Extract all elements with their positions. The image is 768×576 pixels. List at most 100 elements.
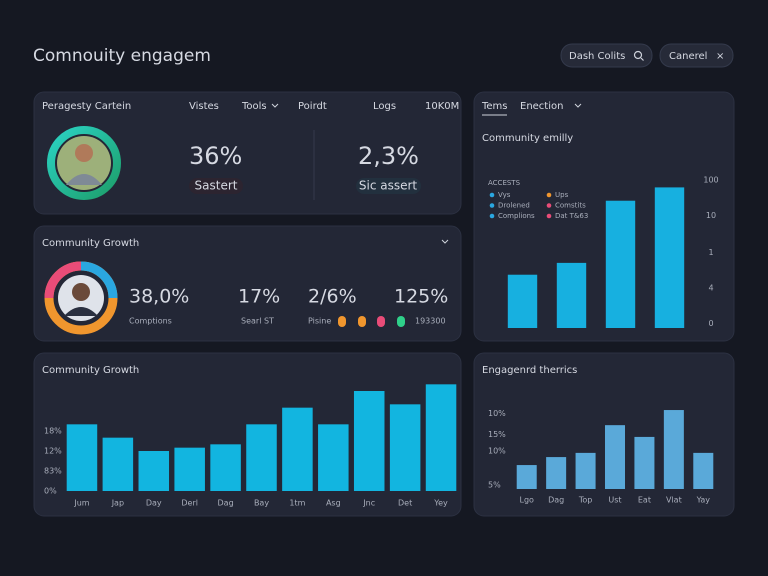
growth-card <box>33 225 462 342</box>
donut <box>44 261 82 299</box>
legend-marker <box>546 213 552 219</box>
legend-marker <box>546 192 552 198</box>
x-tick-label: Eat <box>638 496 651 505</box>
stat-label: 193300 <box>415 317 446 326</box>
bar <box>556 262 587 328</box>
bar <box>318 424 349 491</box>
chart-title: Community Growth <box>42 365 139 376</box>
y-tick-label: 0% <box>44 487 57 496</box>
chevron[interactable] <box>574 103 582 108</box>
x-tick-label: 1tm <box>289 499 305 508</box>
y-tick-label: 18% <box>44 427 62 436</box>
legend-marker <box>489 203 495 208</box>
avatar <box>75 144 93 162</box>
avatar-ring <box>47 126 121 200</box>
x-tick-label: Dag <box>218 499 234 508</box>
search-icon[interactable] <box>633 50 643 60</box>
legend-label: Complions <box>498 212 535 220</box>
y-tick-label: 4 <box>708 284 713 293</box>
bar <box>210 444 241 491</box>
x-tick-label: Jnc <box>362 499 375 508</box>
y-tick-label: 0 <box>708 319 713 328</box>
legend-marker <box>489 213 495 219</box>
x-tick-label: Day <box>146 499 162 508</box>
close-icon[interactable]: × <box>716 51 724 62</box>
y-tick-label: 1 <box>708 248 713 257</box>
chevron[interactable] <box>441 239 449 244</box>
legend-label: Vys <box>498 191 511 199</box>
legend-marker <box>546 203 552 208</box>
bar <box>102 437 134 491</box>
bar <box>246 424 277 491</box>
pill <box>189 178 243 194</box>
bar <box>605 200 636 328</box>
x-tick-label: Ust <box>608 496 621 505</box>
pill <box>356 178 421 194</box>
tab[interactable]: Enection <box>520 101 563 112</box>
tab[interactable]: 10K0M <box>425 101 459 112</box>
tab[interactable]: Tools <box>241 101 267 112</box>
avatar <box>72 283 90 301</box>
bar <box>138 451 170 491</box>
bar <box>353 391 385 491</box>
button-label[interactable]: Dash Colits <box>569 51 625 62</box>
legend-label: Ups <box>555 191 569 199</box>
bar <box>693 452 714 489</box>
stat-value: 2,3% <box>358 142 419 170</box>
bar <box>174 447 205 491</box>
tab[interactable]: Poirdt <box>298 101 327 112</box>
tab[interactable]: Tems <box>481 101 508 112</box>
bar <box>389 404 421 491</box>
x-tick-label: Det <box>398 499 412 508</box>
stat-label: Sastert <box>195 179 238 193</box>
x-tick-label: Vlat <box>666 496 682 505</box>
status-dot <box>377 316 385 327</box>
bar <box>575 452 596 489</box>
chevron[interactable] <box>271 103 279 108</box>
stat-value: 36% <box>189 142 242 170</box>
page-title: Comnouity engagem <box>33 46 211 66</box>
y-tick-label: 10% <box>488 447 506 456</box>
x-tick-label: Dag <box>548 496 564 505</box>
bar <box>663 410 684 489</box>
stat-value: 17% <box>238 286 280 308</box>
card-title: Community Growth <box>42 238 139 249</box>
chart-title: Community emilly <box>482 133 573 144</box>
bar <box>604 425 626 489</box>
bar <box>634 436 655 489</box>
tab[interactable]: Vistes <box>189 101 219 112</box>
bar <box>507 274 538 328</box>
bar <box>282 407 313 491</box>
y-tick-label: 100 <box>703 176 718 185</box>
search-icon[interactable] <box>640 57 644 61</box>
legend-label: Dat T&63 <box>555 212 588 220</box>
bar <box>66 424 98 491</box>
legend-label: Comstits <box>555 202 586 210</box>
search-button[interactable] <box>560 43 653 68</box>
tab[interactable]: Logs <box>373 101 396 112</box>
bar <box>425 384 457 491</box>
bar <box>516 465 537 489</box>
cancel-button[interactable] <box>659 43 734 68</box>
chart-card <box>473 352 735 517</box>
stat-label: Comptions <box>129 317 172 326</box>
y-tick-label: 10% <box>488 409 506 418</box>
x-tick-label: Lgo <box>519 496 534 505</box>
x-tick-label: Bay <box>254 499 269 508</box>
y-tick-label: 10 <box>706 211 716 220</box>
y-tick-label: 15% <box>488 430 506 439</box>
stat-value: 2/6% <box>308 286 357 308</box>
card-title: Peragesty Cartein <box>42 101 131 112</box>
avatar <box>57 136 111 190</box>
chart-title: Engagenrd therrics <box>482 365 577 376</box>
avatar <box>64 307 98 316</box>
x-tick-label: Yey <box>433 499 448 508</box>
status-dot <box>338 316 346 327</box>
status-dot <box>358 316 366 327</box>
stat-value: 125% <box>394 286 448 308</box>
button-label[interactable]: Canerel <box>669 51 707 62</box>
bar <box>654 187 685 328</box>
donut <box>80 261 118 299</box>
x-tick-label: Top <box>578 496 593 505</box>
